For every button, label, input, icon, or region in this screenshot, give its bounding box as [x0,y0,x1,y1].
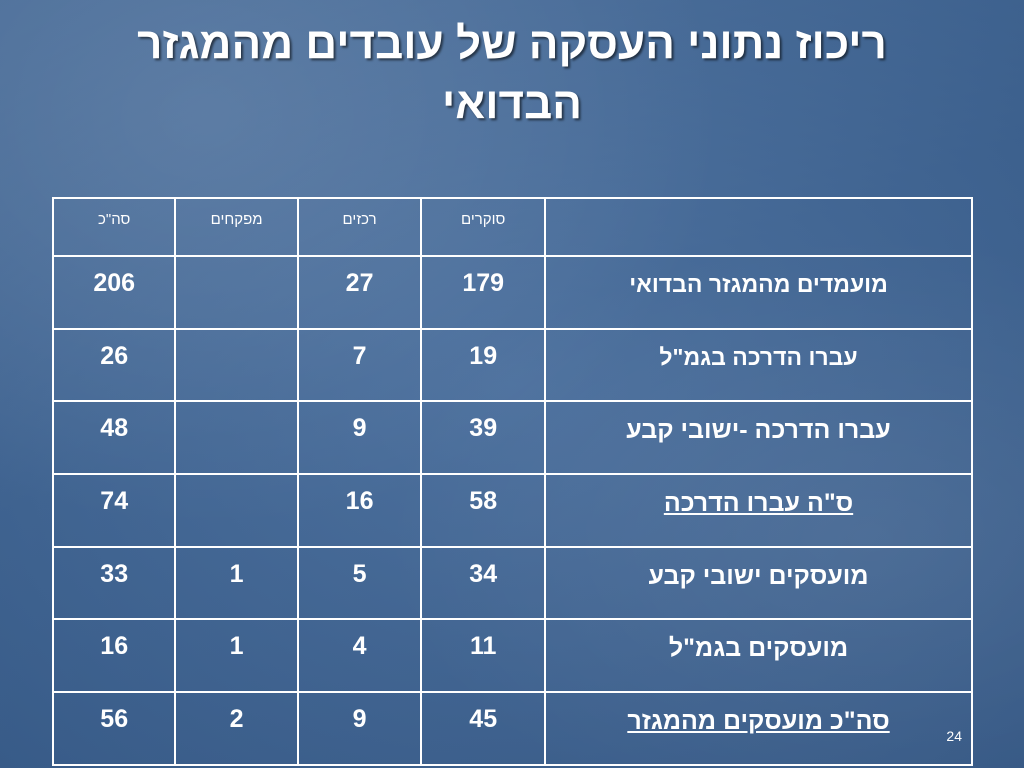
slide-title: ריכוז נתוני העסקה של עובדים מהמגזר הבדוא… [40,14,984,134]
cell-coordinators: 9 [296,691,423,766]
employment-table: סוקרים רכזים מפקחים סה"כ מועמדים מהמגזר … [51,197,973,766]
row-label-text: סה"כ מועסקים מהמגזר [627,707,890,736]
header-cell-surveyors: סוקרים [420,197,547,257]
slide-title-line2: הבדואי [441,79,583,128]
cell-total: 206 [51,255,177,330]
cell-supervisors: 1 [174,545,299,621]
header-cell-total: סה"כ [51,197,177,257]
table-row: ס"ה עברו הדרכה 58 16 74 [51,473,973,548]
cell-total: 26 [51,327,177,403]
header-cell-supervisors: מפקחים [174,197,299,257]
table-row: מועסקים ישובי קבע 34 5 1 33 [51,545,973,621]
cell-total: 48 [51,400,177,476]
cell-surveyors: 179 [420,255,547,330]
cell-total: 33 [51,545,177,621]
table-header-row: סוקרים רכזים מפקחים סה"כ [51,197,973,257]
row-label: עברו הדרכה בגמ"ל [544,327,973,403]
cell-supervisors [174,255,299,330]
cell-surveyors: 11 [420,618,547,694]
row-label: ס"ה עברו הדרכה [544,473,973,548]
cell-coordinators: 7 [296,327,423,403]
header-cell-label [544,197,973,257]
cell-supervisors: 2 [174,691,299,766]
table-row: עברו הדרכה בגמ"ל 19 7 26 [51,327,973,403]
row-label: סה"כ מועסקים מהמגזר [544,691,973,766]
table-row: סה"כ מועסקים מהמגזר 45 9 2 56 [51,691,973,766]
cell-surveyors: 19 [420,327,547,403]
table-row: מועסקים בגמ"ל 11 4 1 16 [51,618,973,694]
cell-supervisors [174,400,299,476]
cell-coordinators: 5 [296,545,423,621]
row-label: עברו הדרכה -ישובי קבע [544,400,973,476]
cell-coordinators: 4 [296,618,423,694]
cell-total: 74 [51,473,177,548]
cell-coordinators: 9 [296,400,423,476]
cell-coordinators: 16 [296,473,423,548]
row-label: מועמדים מהמגזר הבדואי [544,255,973,330]
cell-supervisors [174,327,299,403]
cell-total: 16 [51,618,177,694]
page-number: 24 [946,728,962,744]
cell-surveyors: 34 [420,545,547,621]
slide-title-line1: ריכוז נתוני העסקה של עובדים מהמגזר [137,19,887,68]
cell-total: 56 [51,691,177,766]
cell-coordinators: 27 [296,255,423,330]
table-row: מועמדים מהמגזר הבדואי 179 27 206 [51,255,973,330]
employment-table-container: סוקרים רכזים מפקחים סה"כ מועמדים מהמגזר … [51,197,973,766]
table-row: עברו הדרכה -ישובי קבע 39 9 48 [51,400,973,476]
cell-surveyors: 39 [420,400,547,476]
cell-supervisors [174,473,299,548]
row-label: מועסקים בגמ"ל [544,618,973,694]
row-label: מועסקים ישובי קבע [544,545,973,621]
row-label-text: ס"ה עברו הדרכה [663,489,854,518]
cell-supervisors: 1 [174,618,299,694]
cell-surveyors: 45 [420,691,547,766]
cell-surveyors: 58 [420,473,547,548]
header-cell-coordinators: רכזים [296,197,423,257]
